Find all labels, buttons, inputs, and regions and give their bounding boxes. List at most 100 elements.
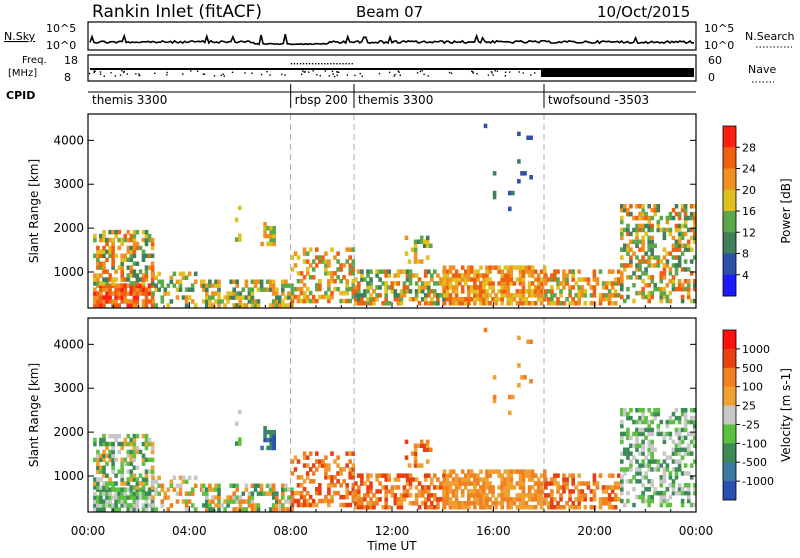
velocity-cell [393,493,398,498]
power-cell [150,241,155,247]
velocity-cell [308,479,313,484]
velocity-cell [674,471,679,476]
power-colorbar-tick-label: 20 [742,184,756,197]
power-cell [414,281,419,286]
power-cell [105,269,109,274]
velocity-cell [417,489,422,494]
velocity-cell [120,457,124,463]
power-cell [506,277,511,282]
velocity-cell [105,453,109,459]
velocity-cell [638,471,642,476]
velocity-cell [650,427,654,433]
velocity-cell [202,491,206,496]
velocity-cell [533,489,538,494]
power-cell [311,298,316,304]
velocity-cell [372,501,376,506]
power-cell [360,269,364,274]
velocity-cell [473,477,477,482]
power-cell [671,279,676,284]
velocity-colorbar-tick-label: 500 [742,362,763,375]
power-cell [607,281,612,286]
nave-point [450,72,453,74]
power-cell [680,235,685,241]
velocity-cell [503,477,508,482]
velocity-cell [414,485,419,490]
velocity-cell [683,471,688,476]
power-cell [387,285,391,290]
velocity-cell [141,507,146,512]
power-cell [518,265,523,270]
velocity-cell [166,495,171,500]
velocity-cell [683,408,688,413]
velocity-cell [598,497,603,502]
velocity-cell [384,485,388,490]
velocity-cell [680,490,685,496]
velocity-cell [659,494,664,500]
power-cell [476,293,480,298]
power-cell [577,289,581,294]
velocity-cell [105,491,109,496]
velocity-cell [518,497,523,502]
nave-point [135,73,137,75]
velocity-cell [467,473,471,478]
velocity-cell [181,475,186,481]
velocity-cell [473,501,477,506]
power-cell [102,269,106,274]
velocity-cell [451,477,456,482]
power-cell [363,293,367,298]
nave-point [331,70,334,73]
velocity-cell [665,467,670,472]
velocity-cell [281,495,285,500]
power-cell [265,279,270,284]
velocity-cell [539,505,544,510]
velocity-cell [360,505,364,510]
velocity-cell [647,427,651,433]
power-cell [105,281,109,286]
power-cell [577,293,581,298]
power-cell [448,281,453,286]
power-cell [318,294,322,300]
power-cell [396,293,401,298]
power-cell [129,257,134,262]
power-colorbar-swatch [723,168,736,191]
velocity-cell [680,455,685,460]
power-cell [559,289,563,294]
power-cell [184,287,189,292]
velocity-cell [482,493,486,498]
velocity-cell [132,465,137,470]
power-cell [417,285,422,290]
velocity-cell [408,501,413,506]
power-cell [500,269,504,274]
velocity-cell [105,445,109,451]
velocity-cell [111,449,115,455]
velocity-cell [178,487,183,492]
velocity-cell [384,493,388,498]
velocity-cell [138,495,143,500]
velocity-cell [305,498,310,504]
velocity-cell [500,481,504,486]
velocity-cell [492,394,497,400]
power-cell [550,297,554,302]
velocity-cell [650,411,654,417]
nave-point [138,74,140,77]
power-cell [281,299,285,304]
velocity-cell [641,408,645,413]
nave-point [361,75,363,77]
velocity-cell [494,501,498,506]
power-cell [629,255,633,260]
velocity-cell [102,457,106,463]
velocity-cell [638,443,642,448]
velocity-cell [126,487,131,492]
velocity-cell [647,494,651,500]
power-cell [491,281,495,286]
power-cell [154,287,158,292]
power-cell [178,283,183,288]
velocity-cell [253,503,258,508]
power-cell [425,239,430,244]
power-cell [217,287,221,292]
velocity-cell [623,447,627,452]
power-cell [632,298,636,304]
velocity-cell [336,463,340,468]
velocity-cell [375,477,379,482]
velocity-cell [129,503,134,508]
